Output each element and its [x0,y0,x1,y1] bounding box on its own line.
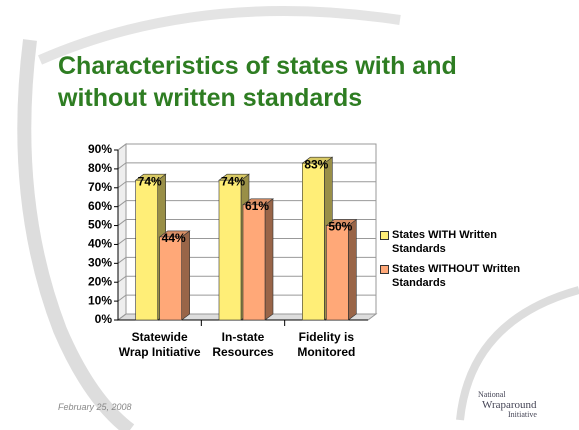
bar-side [348,218,357,321]
legend-swatch [380,265,389,274]
legend-swatch [380,231,389,240]
data-label: 61% [245,199,269,213]
y-tick-label: 90% [88,142,112,156]
bar-side [264,198,274,321]
decor-swoosh [37,6,401,65]
x-tick-label: Statewide Wrap Initiative [118,330,201,359]
decor-swoosh [17,39,135,430]
bar [135,179,158,321]
logo-text: Wraparound [482,399,537,411]
grid-line [117,294,376,302]
grid-line [117,162,376,170]
y-tick-label: 50% [88,218,112,232]
bar [218,179,242,321]
data-label: 50% [328,220,352,234]
legend-label: States WITHOUT Written Standards [392,263,521,289]
bar [302,162,325,321]
data-label: 83% [304,157,328,171]
legend-entry: States WITHOUT Written Standards [378,262,542,290]
y-tick-label: 60% [88,199,112,213]
legend-entry: States WITH Written Standards [378,228,542,256]
slide-title: Characteristics of states with and witho… [58,52,457,112]
legend-label: States WITH Written Standards [392,229,497,255]
data-label: 44% [162,231,186,245]
grid-line [117,181,376,189]
y-tick-label: 20% [88,274,112,288]
data-label: 74% [138,174,162,188]
grid-line [117,313,376,321]
bar [159,236,182,321]
bar [326,225,349,321]
x-tick-label: In-state Resources [212,330,274,359]
logo-text: Initiative [508,410,537,419]
y-tick-label: 70% [88,180,112,194]
grid-line [117,275,376,283]
logo: National Wraparound Initiative [468,390,537,420]
decor-swoosh [456,286,579,421]
grid-line [117,219,376,226]
y-tick-label: 80% [88,161,112,175]
grid-line [117,200,376,208]
data-label: 74% [221,174,245,188]
grid-line [117,237,376,245]
date: February 25, 2008 [58,402,132,412]
bar [242,204,266,321]
logo-text: National [478,390,506,399]
x-tick-label: Fidelity is Monitored [297,330,356,359]
side-wall [117,143,127,321]
y-tick-label: 40% [88,237,112,251]
y-tick-label: 30% [88,256,112,270]
grid-line [117,256,376,264]
y-tick-label: 0% [95,312,113,326]
grid-line [117,143,376,151]
y-tick-label: 10% [88,293,112,307]
